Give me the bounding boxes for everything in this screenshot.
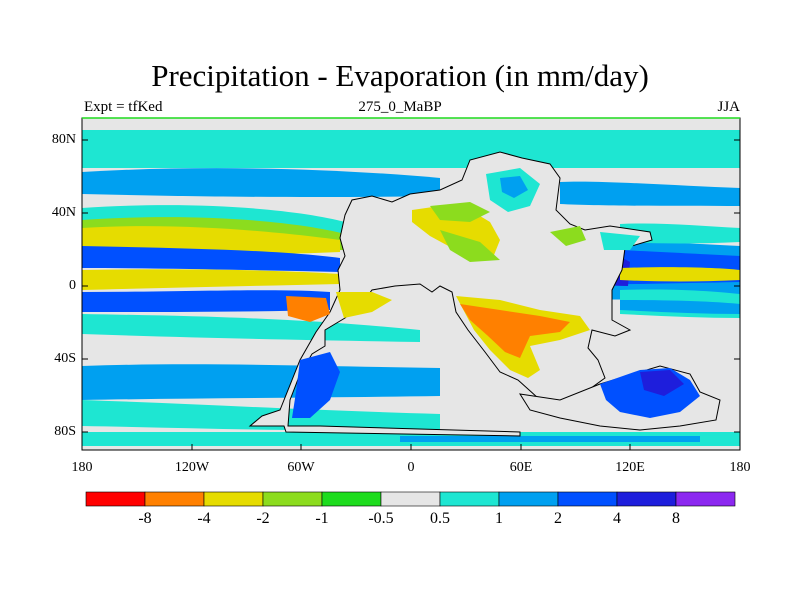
southern-land-deep [640,370,684,396]
lon-tick-label: 180 [729,460,751,475]
colorbar-swatch [380,491,441,507]
lon-tick-label: 180 [71,460,93,475]
colorbar-swatch [203,491,264,507]
land-north-blue [500,176,528,198]
colorbar-swatch [85,491,146,507]
colorbar-swatch [557,491,618,507]
land-east-green [550,226,586,246]
lon-tick-label: 60W [287,460,315,475]
lat-tick-label: 80S [54,424,76,439]
colorbar-swatch [439,491,500,507]
band-north-blue [82,168,440,198]
lon-tick-label: 0 [407,460,415,475]
band-south-cyan [82,314,420,342]
band-polar-blue [400,436,700,442]
lat-tick-label: 40N [51,205,76,220]
band-southern-blue [82,364,440,400]
colorbar-swatch [616,491,677,507]
colorbar-label: -1 [315,510,329,527]
eastern-blue [620,300,740,314]
colorbar-swatch [498,491,559,507]
colorbar-label: -4 [197,510,211,527]
lon-tick-label: 60E [509,460,533,475]
ocean-orange-west [286,296,330,322]
eastern-yellow [620,267,740,282]
land-east-cyan [600,232,640,250]
lat-tick-label: 40S [54,351,76,366]
colorbar-swatch [675,491,736,507]
lat-tick-label: 80N [51,132,76,147]
colorbar-label: 8 [672,510,680,527]
experiment-label: Expt = tfKed [84,99,163,115]
colorbar-label: -0.5 [368,510,394,527]
land-west-yellow [336,292,392,318]
land-central-green [440,230,500,262]
period-label: 275_0_MaBP [358,99,442,115]
colorbar-label: -8 [138,510,152,527]
band-north-cyan [82,130,740,168]
band-southern-cyan [82,400,440,431]
lat-tick-label: 0 [69,278,76,293]
lon-tick-label: 120E [615,460,645,475]
colorbar-label: -2 [256,510,270,527]
band-south-blue [82,290,330,312]
northeast-blue [560,181,740,206]
colorbar-label: 2 [554,510,562,527]
map-plot [81,117,741,451]
band-eq-yellow [82,269,340,290]
colorbar-label: 0.5 [430,510,450,527]
colorbar-swatch [321,491,382,507]
colorbar-swatch [144,491,205,507]
colorbar-swatch [262,491,323,507]
land-north-green [430,202,490,222]
colorbar-label: 4 [613,510,621,527]
colorbar-label: 1 [495,510,503,527]
band-itcz-blue [82,246,340,272]
band-subtrop-yellow [82,226,340,254]
lon-tick-label: 120W [174,460,210,475]
season-label: JJA [717,99,740,115]
map-title: Precipitation - Evaporation (in mm/day) [151,58,649,93]
land-south-orange [460,304,570,358]
land-southwest-blue [292,352,340,418]
colorbar [85,491,736,507]
pangaea-landmass [248,151,653,437]
